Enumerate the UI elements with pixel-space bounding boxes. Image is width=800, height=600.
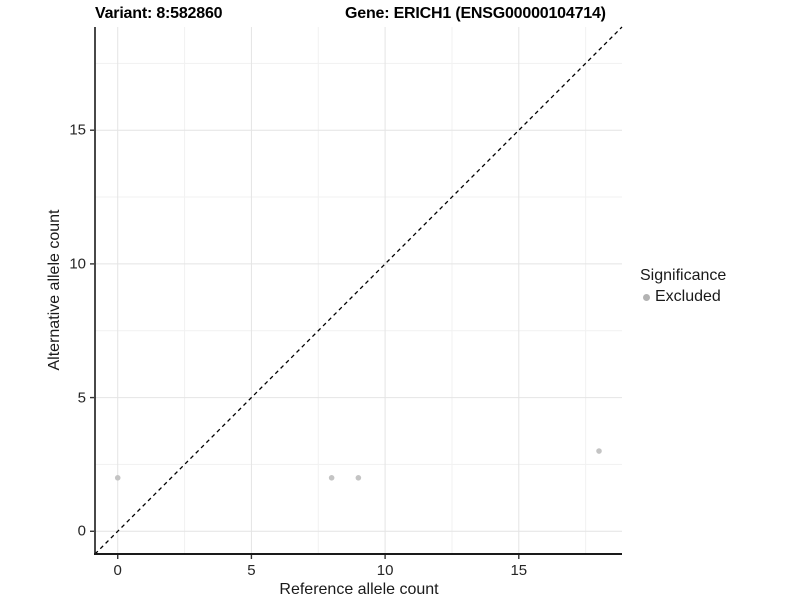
y-tick-label: 10 xyxy=(69,255,86,273)
y-axis-title: Alternative allele count xyxy=(46,209,63,371)
y-tick-label: 15 xyxy=(69,121,86,139)
legend: Significance Excluded xyxy=(640,267,726,306)
x-tick-label: 10 xyxy=(376,562,394,579)
legend-title: Significance xyxy=(640,267,727,284)
data-point xyxy=(114,474,121,481)
variant-title: Variant: 8:582860 xyxy=(95,5,223,22)
y-tick-label: 0 xyxy=(77,522,86,540)
legend-item-label: Excluded xyxy=(655,288,721,305)
x-tick-label: 5 xyxy=(247,562,256,579)
x-tick-label: 15 xyxy=(510,562,528,579)
x-tick-label: 0 xyxy=(113,562,122,579)
data-point xyxy=(355,474,362,481)
legend-key-dot-icon xyxy=(643,293,650,301)
identity-reference-line xyxy=(94,26,623,555)
data-point xyxy=(596,448,602,454)
gene-title: Gene: ERICH1 (ENSG00000104714) xyxy=(345,5,606,22)
legend-item-excluded: Excluded xyxy=(640,288,726,306)
x-axis-title: Reference allele count xyxy=(279,581,439,598)
y-tick-label: 5 xyxy=(77,389,86,407)
data-point xyxy=(328,474,335,481)
